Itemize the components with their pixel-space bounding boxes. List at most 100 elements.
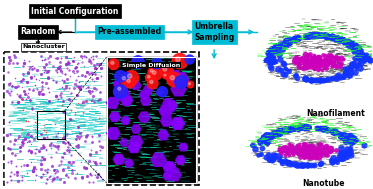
- Point: [353, 48, 359, 51]
- Point: [315, 60, 321, 63]
- Circle shape: [147, 78, 158, 89]
- Point: [259, 147, 265, 150]
- Point: [317, 144, 323, 147]
- Point: [306, 56, 312, 59]
- Circle shape: [172, 53, 188, 69]
- Point: [305, 148, 311, 151]
- Point: [268, 50, 274, 53]
- Point: [311, 152, 317, 155]
- Point: [95, 99, 101, 102]
- Point: [57, 178, 63, 181]
- Point: [286, 154, 292, 157]
- Polygon shape: [173, 73, 189, 87]
- Point: [80, 101, 86, 104]
- Point: [313, 61, 319, 64]
- Point: [7, 94, 13, 97]
- Point: [24, 80, 30, 83]
- Point: [88, 149, 94, 152]
- Point: [46, 167, 51, 170]
- Point: [301, 77, 307, 81]
- Point: [8, 89, 14, 92]
- Point: [6, 61, 12, 64]
- Point: [77, 131, 83, 134]
- Point: [14, 61, 20, 64]
- Point: [48, 155, 54, 158]
- Point: [297, 126, 303, 129]
- Point: [328, 159, 334, 162]
- Point: [354, 54, 360, 57]
- Point: [331, 130, 337, 133]
- Point: [317, 57, 323, 60]
- Polygon shape: [131, 125, 141, 133]
- Point: [307, 53, 313, 56]
- Point: [87, 152, 93, 155]
- Point: [62, 72, 68, 75]
- Point: [316, 60, 322, 63]
- Point: [78, 85, 84, 88]
- Point: [97, 62, 103, 65]
- Point: [332, 159, 338, 162]
- Point: [294, 143, 300, 146]
- Point: [24, 140, 30, 143]
- Point: [325, 149, 331, 152]
- Point: [43, 149, 49, 152]
- Point: [258, 152, 264, 155]
- Point: [349, 63, 355, 66]
- Point: [68, 163, 74, 166]
- Polygon shape: [163, 172, 172, 180]
- Point: [296, 63, 302, 66]
- Point: [277, 58, 283, 61]
- Point: [6, 91, 12, 94]
- Point: [337, 65, 343, 68]
- Point: [294, 163, 300, 166]
- Point: [307, 147, 313, 150]
- Point: [317, 78, 323, 81]
- Point: [288, 162, 294, 165]
- Point: [297, 59, 303, 62]
- Point: [70, 161, 76, 164]
- Polygon shape: [157, 90, 163, 95]
- Point: [325, 35, 331, 38]
- Point: [291, 60, 297, 63]
- Point: [99, 145, 105, 148]
- Point: [358, 52, 364, 55]
- Point: [333, 56, 339, 59]
- Point: [329, 160, 335, 163]
- Polygon shape: [125, 160, 133, 167]
- Point: [320, 127, 326, 130]
- Point: [299, 150, 305, 153]
- Point: [45, 77, 51, 80]
- Point: [73, 66, 79, 69]
- Point: [11, 54, 17, 57]
- Point: [49, 164, 55, 167]
- Point: [13, 164, 19, 167]
- Point: [311, 147, 317, 150]
- Polygon shape: [179, 143, 188, 151]
- Point: [269, 56, 275, 59]
- Point: [293, 145, 299, 148]
- Point: [311, 54, 317, 57]
- Point: [286, 40, 292, 43]
- Point: [280, 42, 286, 45]
- Point: [23, 134, 29, 137]
- Point: [313, 150, 319, 153]
- Point: [323, 55, 329, 58]
- Point: [315, 143, 321, 146]
- Point: [291, 150, 297, 153]
- Point: [285, 153, 291, 156]
- Point: [296, 152, 302, 155]
- Circle shape: [145, 74, 154, 82]
- Point: [66, 151, 72, 154]
- Point: [314, 60, 320, 63]
- Point: [19, 128, 25, 131]
- Point: [63, 84, 69, 87]
- Point: [32, 127, 38, 130]
- Point: [346, 43, 352, 46]
- Point: [76, 152, 82, 155]
- Point: [319, 60, 325, 63]
- Point: [270, 156, 276, 159]
- Point: [89, 140, 95, 143]
- Point: [285, 162, 291, 165]
- Point: [58, 56, 64, 59]
- Point: [53, 95, 59, 98]
